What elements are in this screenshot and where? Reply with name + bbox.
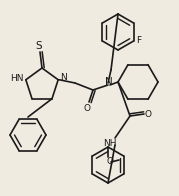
Text: O: O: [107, 158, 113, 166]
Text: N: N: [105, 77, 113, 87]
Text: HN: HN: [10, 74, 24, 83]
Text: S: S: [36, 41, 42, 51]
Text: F: F: [136, 35, 141, 44]
Text: NH: NH: [103, 139, 117, 148]
Text: N: N: [60, 73, 67, 82]
Text: O: O: [144, 110, 151, 119]
Text: O: O: [83, 103, 91, 113]
